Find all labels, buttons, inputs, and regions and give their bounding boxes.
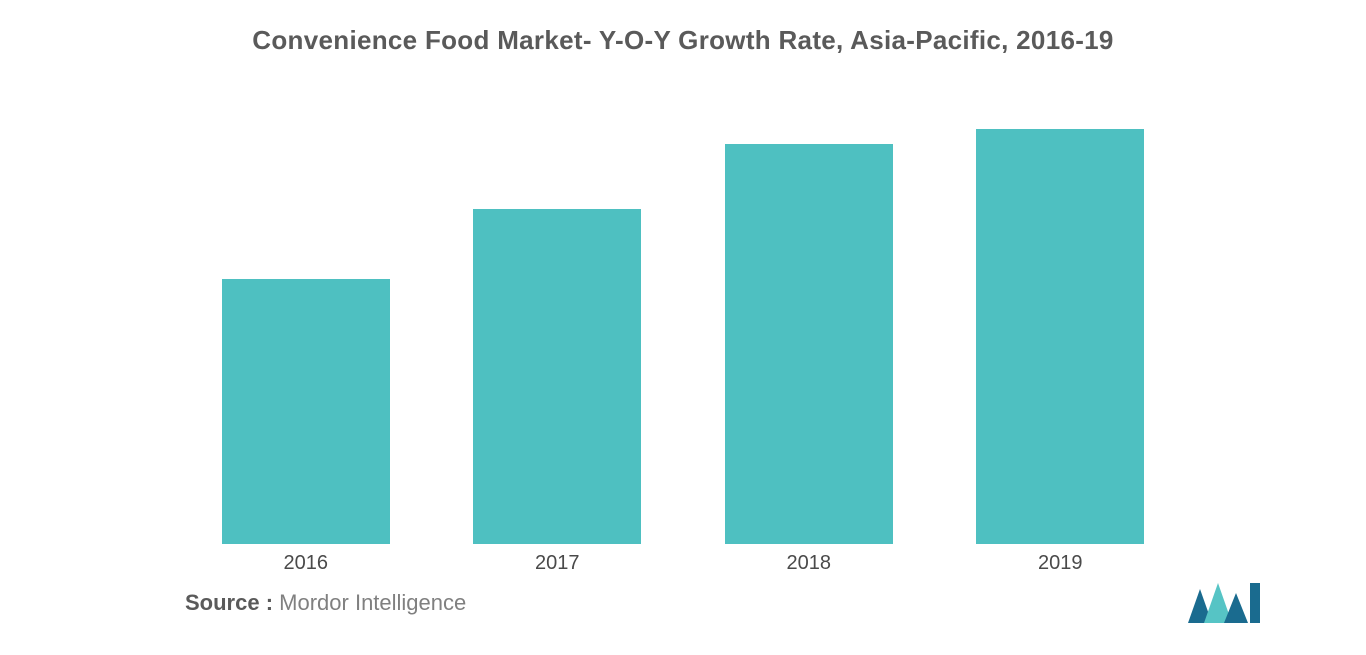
bar-wrapper-2019 [935,129,1187,544]
chart-title: Convenience Food Market- Y-O-Y Growth Ra… [0,25,1366,56]
source-label: Source : [185,590,273,615]
mordor-logo-icon [1186,579,1266,627]
source-text: Source : Mordor Intelligence [185,590,466,616]
source-value: Mordor Intelligence [279,590,466,615]
bar-wrapper-2017 [432,209,684,544]
bar-wrapper-2018 [683,144,935,544]
x-label-2019: 2019 [935,552,1187,575]
x-axis-labels: 2016 2017 2018 2019 [0,552,1366,575]
bar-2016 [222,279,390,544]
x-label-2017: 2017 [432,552,684,575]
bar-2017 [473,209,641,544]
plot-area [0,96,1366,544]
bar-2019 [976,129,1144,544]
bar-2018 [725,144,893,544]
x-label-2016: 2016 [180,552,432,575]
chart-container: Convenience Food Market- Y-O-Y Growth Ra… [0,0,1366,655]
chart-footer: Source : Mordor Intelligence [185,579,1326,627]
bar-wrapper-2016 [180,279,432,544]
x-label-2018: 2018 [683,552,935,575]
